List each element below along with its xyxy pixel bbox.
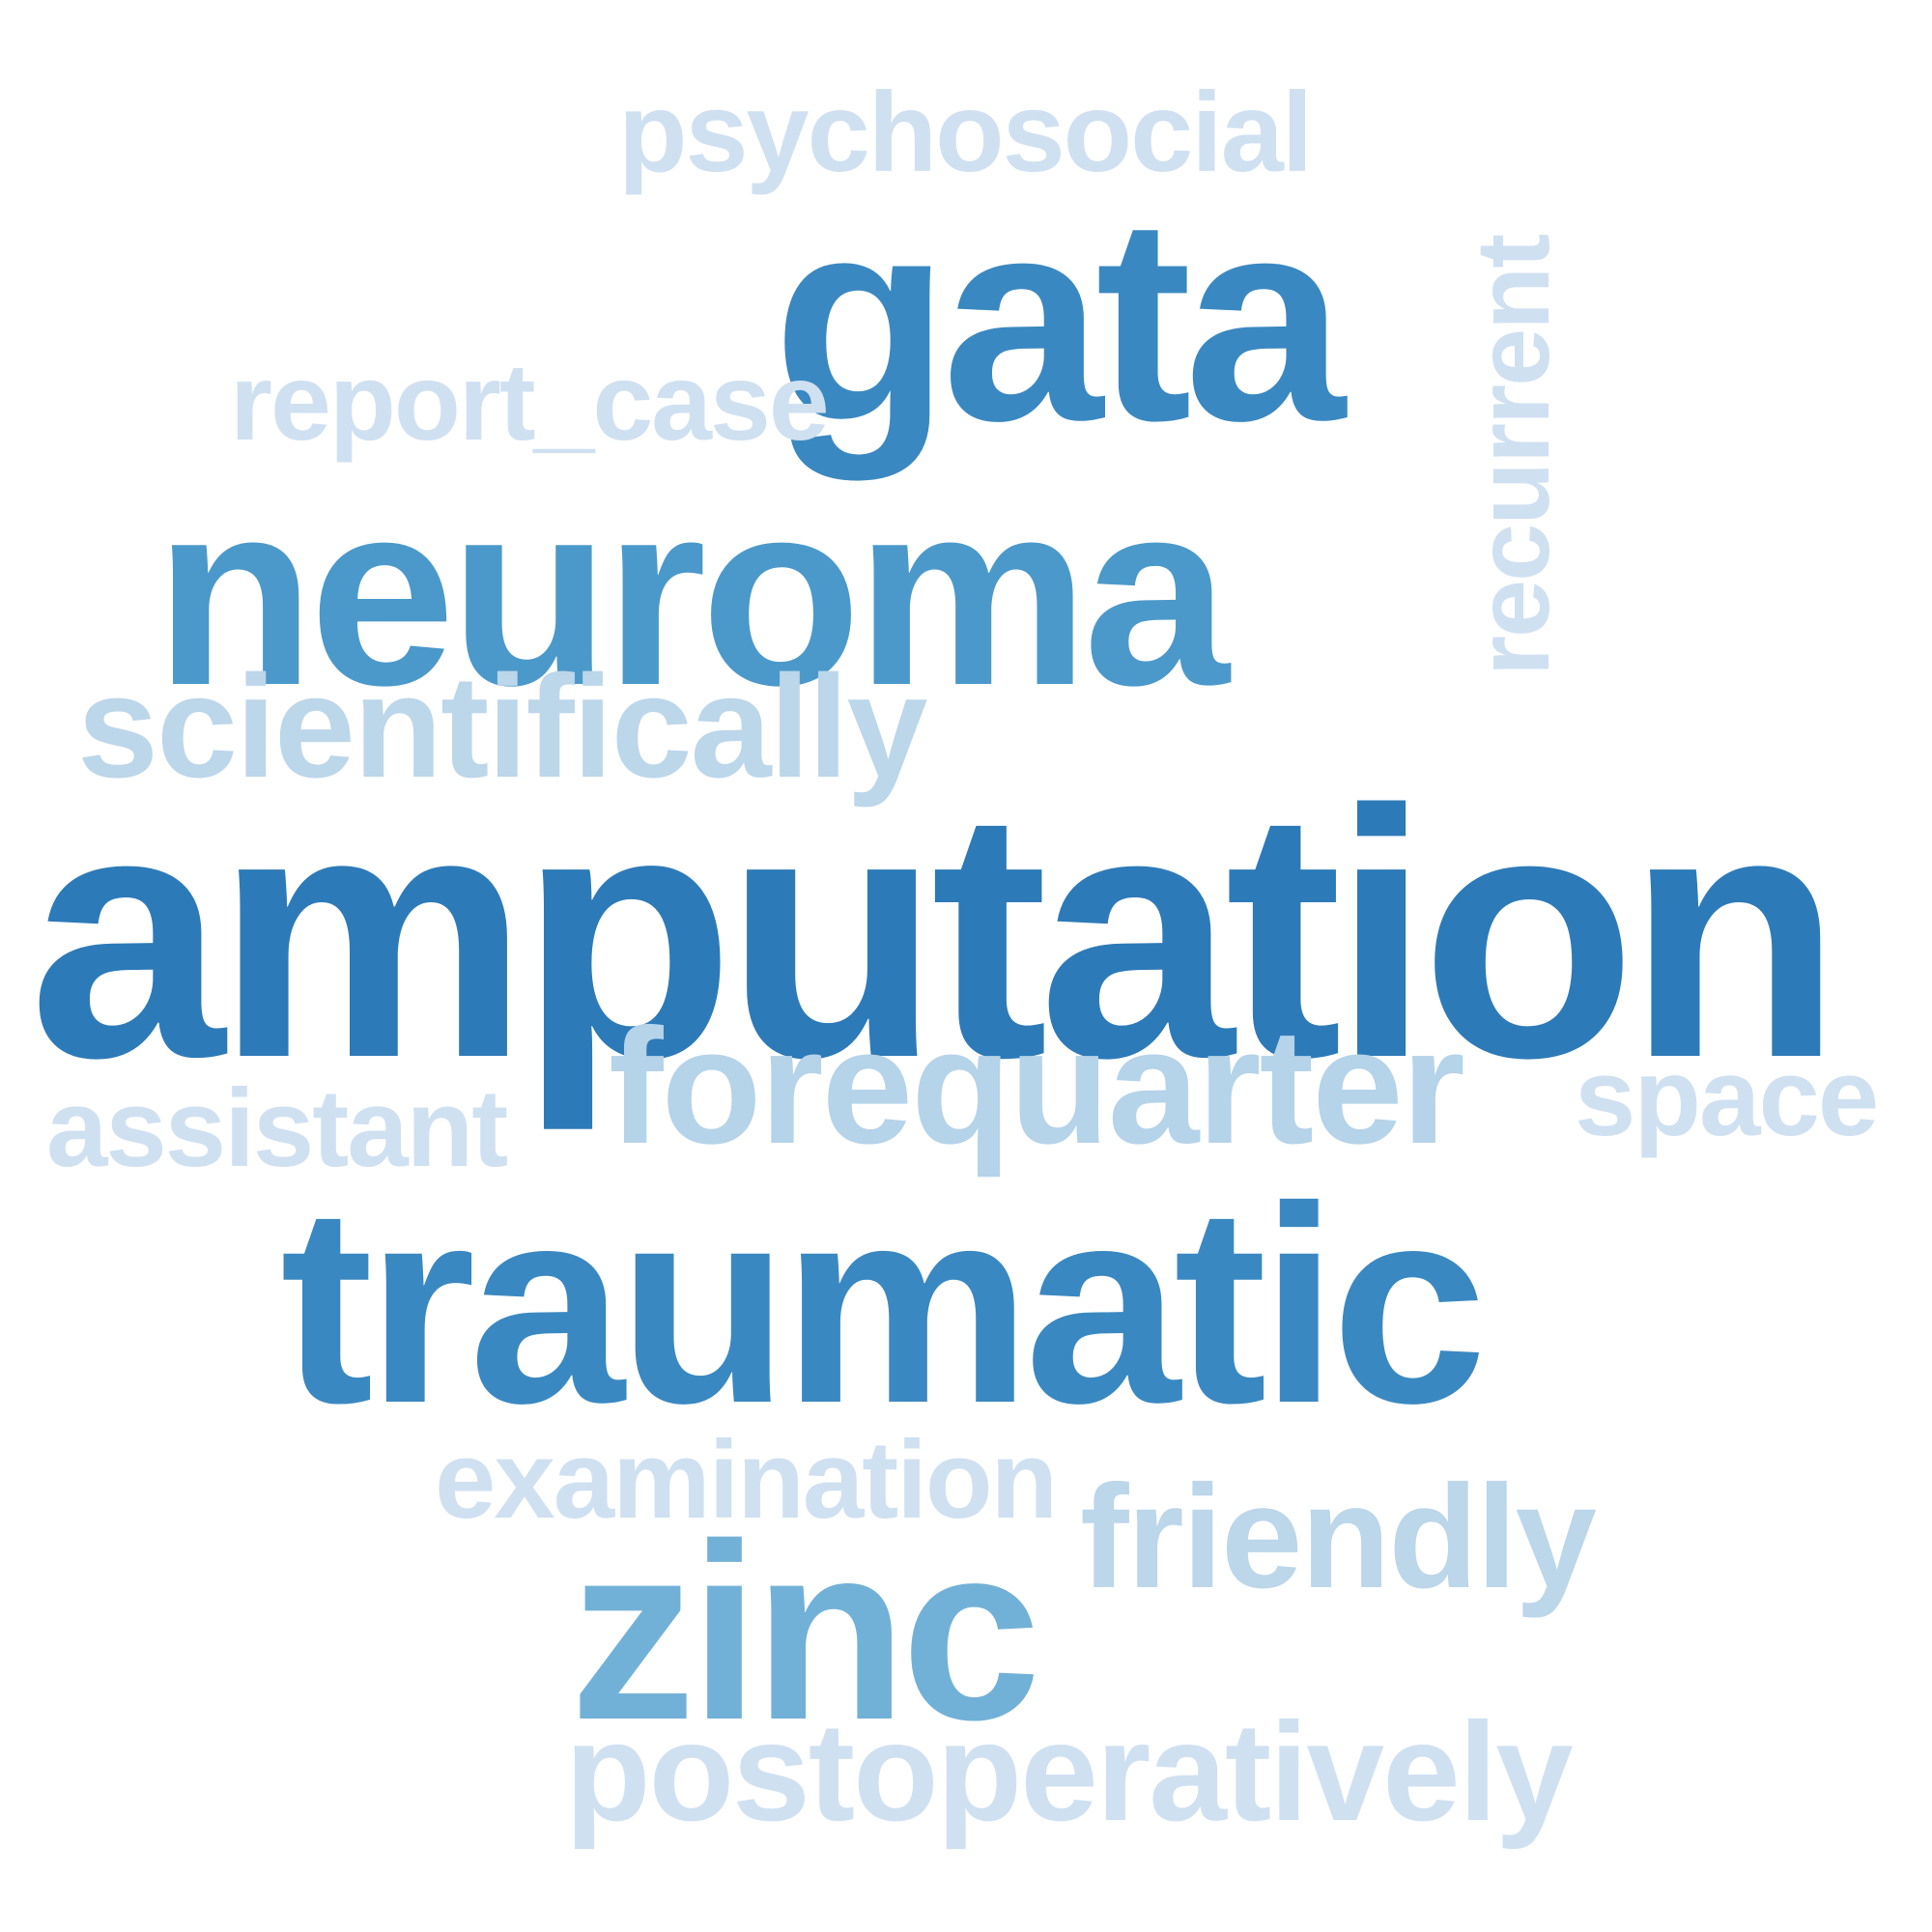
word-report-case: report_case (230, 341, 830, 463)
word-traumatic: traumatic (280, 1149, 1487, 1462)
word-forequarter: forequarter (609, 995, 1465, 1179)
word-zinc: zinc (570, 1492, 1041, 1773)
word-gata: gata (773, 156, 1346, 481)
word-assistant: assistant (46, 1067, 508, 1190)
word-scientifically: scientifically (77, 644, 927, 808)
word-neuroma: neuroma (155, 446, 1230, 740)
word-space: space (1575, 1037, 1879, 1159)
word-recurrent: recurrent (1454, 235, 1571, 676)
word-friendly: friendly (1080, 1455, 1597, 1619)
word-postoperatively: postoperatively (565, 1693, 1574, 1850)
word-amputation: amputation (29, 738, 1842, 1131)
word-examination: examination (435, 1419, 1058, 1542)
word-psychosocial: psychosocial (618, 69, 1313, 195)
